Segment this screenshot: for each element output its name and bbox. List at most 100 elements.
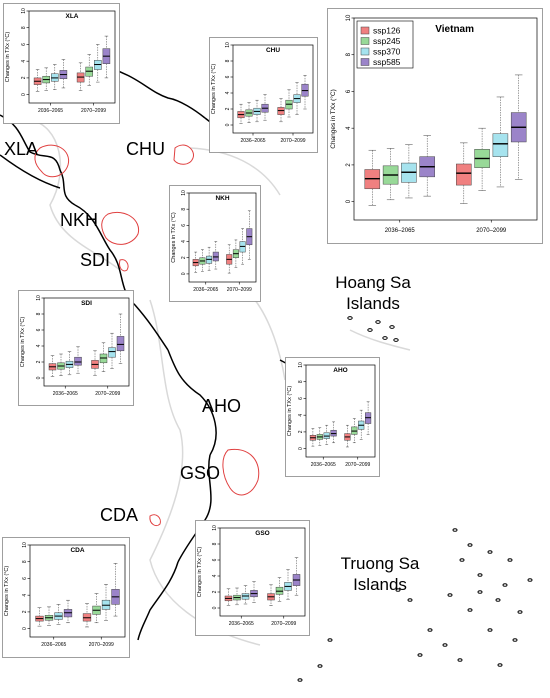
map-label-xla: XLA [4, 139, 39, 159]
box-ssp585-0 [250, 581, 258, 603]
x-tick-label: 2070–2099 [227, 287, 252, 293]
box-ssp245-0 [245, 102, 253, 123]
x-tick-label: 2070–2099 [345, 462, 370, 468]
x-tick-label: 2070–2099 [81, 108, 106, 114]
x-tick-label: 2070–2099 [476, 228, 507, 234]
chart-aho: AHO 0 2 4 6 8 10 Changes in TXx (°C) 2036–2065 20… [285, 357, 380, 477]
y-tick-label: 6 [36, 328, 42, 331]
y-tick-label: 10 [36, 295, 42, 301]
box-ssp370-0 [253, 99, 261, 123]
y-tick-label: 6 [22, 577, 28, 580]
island-outline [393, 338, 399, 342]
map-label-sdi: SDI [80, 250, 111, 270]
box-ssp370-0 [401, 144, 417, 199]
y-axis-label: Changes in TXx (°C) [171, 212, 177, 263]
y-tick-label: 0 [181, 272, 187, 275]
box-ssp585-0 [419, 135, 435, 197]
box-ssp126-1 [456, 142, 472, 204]
y-tick-label: 4 [346, 126, 352, 130]
box-body [492, 133, 509, 157]
box-body [108, 347, 116, 358]
plot-area [353, 17, 538, 221]
y-tick-label: 2 [298, 430, 304, 433]
y-tick-label: 0 [36, 376, 42, 379]
y-tick-label: 8 [21, 26, 27, 29]
island-outline [382, 336, 388, 340]
box-ssp585-1 [102, 35, 111, 79]
legend-label-ssp585: ssp585 [373, 57, 401, 67]
y-tick-label: 2 [21, 76, 27, 79]
island-outline [512, 638, 518, 642]
x-tick-label: 2036–2065 [311, 462, 336, 468]
island-outline [375, 320, 381, 324]
chart-title: GSO [255, 530, 269, 537]
box-ssp370-0 [241, 585, 250, 605]
chart-cda: CDA 0 2 4 6 8 10 Changes in TXx (°C) 2036–2065 20… [2, 537, 130, 658]
map-label-chu: CHU [126, 139, 165, 159]
legend-swatch-ssp245 [360, 37, 370, 45]
box-ssp370-1 [492, 96, 509, 188]
y-tick-label: 0 [22, 627, 28, 630]
island-outline [367, 328, 373, 332]
box-ssp126-1 [277, 98, 285, 123]
truong-sa-line2: Islands [353, 575, 407, 594]
y-tick-label: 6 [181, 224, 187, 227]
box-ssp370-1 [239, 228, 246, 265]
province-outlines [34, 144, 260, 527]
y-axis-label: Changes in TXx (°C) [5, 32, 11, 83]
y-tick-label: 4 [298, 414, 304, 417]
map-label-nkh: NKH [60, 210, 99, 230]
truong-sa-line1: Truong Sa [340, 554, 420, 573]
box-ssp370-0 [54, 604, 63, 625]
island-marks [297, 316, 533, 682]
map-label-cda: CDA [100, 505, 139, 525]
box-ssp585-1 [301, 75, 309, 110]
box-ssp370-1 [358, 409, 365, 440]
chart-chu: CHU 0 2 4 6 8 10 Changes in TXx (°C) 2036–2065 20… [209, 37, 318, 153]
y-tick-label: 2 [225, 107, 231, 110]
box-ssp245-0 [316, 427, 323, 446]
box-ssp585-1 [116, 313, 125, 364]
y-axis-label: Changes in TXx (°C) [211, 64, 217, 115]
y-tick-label: 8 [225, 59, 231, 62]
box-ssp585-1 [111, 563, 120, 617]
x-tick-label: 2036–2065 [193, 287, 218, 293]
truong-sa-islands-label: Truong Sa Islands [330, 553, 430, 595]
box-ssp585-0 [212, 241, 219, 270]
box-ssp585-1 [365, 401, 372, 435]
box-ssp585-1 [292, 557, 301, 596]
x-tick-label: 2070–2099 [280, 138, 305, 144]
island-outline [427, 628, 433, 632]
island-outline [495, 598, 501, 602]
box-ssp126-0 [224, 588, 233, 606]
x-tick-label: 2036–2065 [38, 108, 63, 114]
x-tick-label: 2070–2099 [95, 391, 120, 397]
chart-nkh: NKH 0 2 4 6 8 10 Changes in TXx (°C) 2036–2065 20… [169, 185, 261, 302]
y-tick-label: 2 [36, 360, 42, 363]
x-tick-label: 2036–2065 [240, 138, 265, 144]
y-tick-label: 8 [181, 208, 187, 211]
y-tick-label: 2 [22, 610, 28, 613]
box-ssp370-0 [65, 351, 74, 376]
box-ssp245-0 [233, 587, 241, 606]
chart-sdi: SDI 0 2 4 6 8 10 Changes in TXx (°C) 2036–2065 20… [18, 290, 134, 406]
island-outline [442, 643, 448, 647]
hoang-sa-line1: Hoang Sa [335, 273, 411, 292]
legend-swatch-ssp126 [360, 26, 370, 35]
y-tick-label: 2 [181, 256, 187, 259]
x-tick-label: 2036–2065 [385, 228, 416, 234]
y-tick-label: 4 [21, 60, 27, 63]
box-ssp370-1 [293, 82, 301, 115]
chart-title: CDA [70, 547, 84, 554]
chart-title: SDI [81, 300, 92, 307]
island-outline [527, 578, 533, 582]
box-ssp245-1 [275, 577, 284, 602]
y-tick-label: 8 [212, 542, 218, 545]
box-ssp370-0 [51, 64, 59, 90]
plot-area [28, 10, 116, 104]
y-axis-label: Changes in TXx (°C) [287, 386, 293, 437]
chart-xla: XLA 0 2 4 6 8 10 Changes in TXx (°C) 2036–2065 20… [3, 3, 120, 124]
y-tick-label: 6 [225, 75, 231, 78]
y-tick-label: 8 [298, 380, 304, 383]
island-outline [507, 558, 513, 562]
